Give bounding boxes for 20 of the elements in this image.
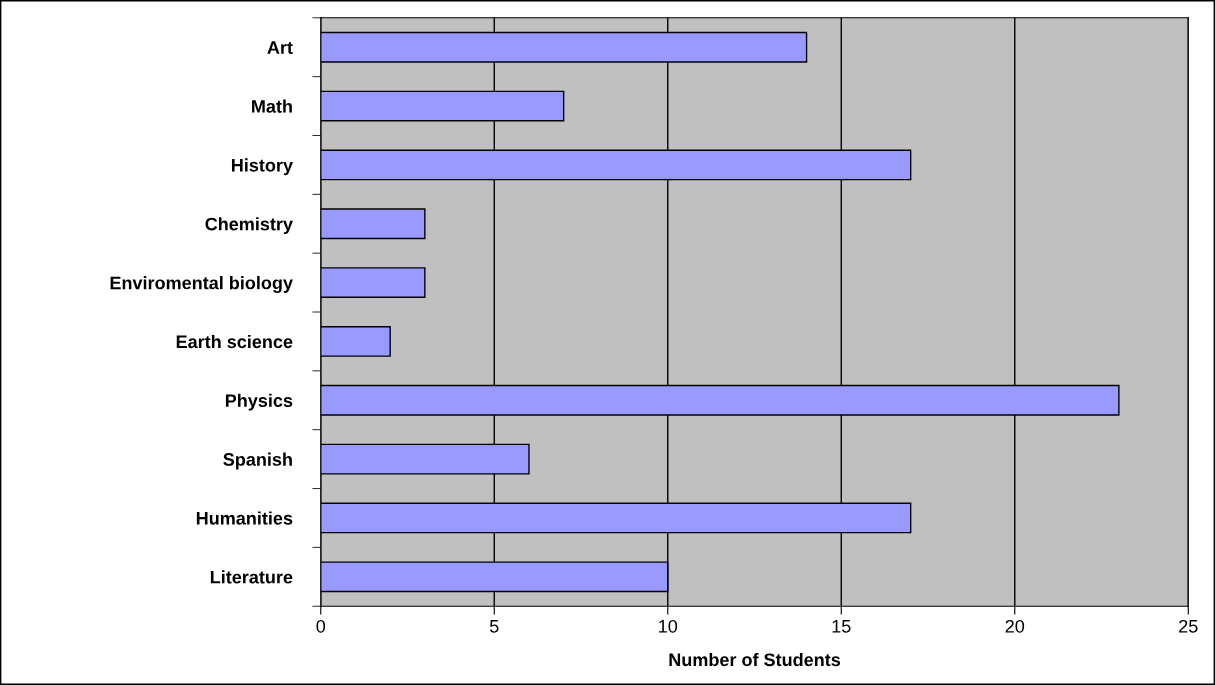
y-tick-label: Art xyxy=(267,41,293,54)
y-tick-label: Literature xyxy=(210,570,293,584)
bar xyxy=(320,208,426,240)
x-tick-label: 25 xyxy=(1179,619,1198,633)
x-tick-label: 15 xyxy=(832,620,851,633)
bar xyxy=(320,326,391,357)
y-tick-label: Physics xyxy=(225,393,293,411)
y-tick-label: Humanities xyxy=(196,511,293,525)
x-tick-label: 20 xyxy=(1005,619,1025,633)
y-tick-label: Chemistry xyxy=(205,217,293,235)
y-tick-label: History xyxy=(231,158,293,176)
x-tick-label: 5 xyxy=(489,620,499,633)
y-tick-label: Earth science xyxy=(176,334,293,349)
bar xyxy=(320,267,426,299)
y-tick-label: Math xyxy=(252,99,292,113)
y-tick-label: Enviromental biology xyxy=(110,276,293,293)
x-axis-title: Number of Students xyxy=(669,652,841,667)
x-tick-label: 10 xyxy=(659,619,678,633)
x-tick-label: 0 xyxy=(316,619,326,633)
y-tick-label: Spanish xyxy=(223,452,292,470)
